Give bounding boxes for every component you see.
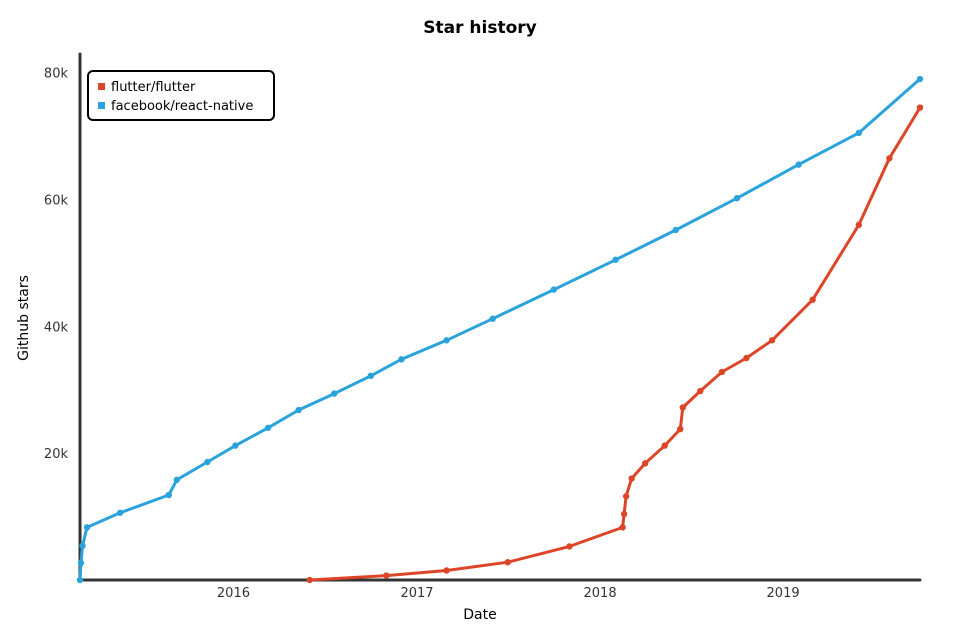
y-axis-label: Github stars (16, 275, 32, 361)
data-point (679, 404, 686, 411)
data-point (661, 442, 668, 449)
data-point (77, 559, 85, 567)
data-point (916, 75, 924, 83)
data-point (79, 542, 86, 549)
data-point (622, 493, 630, 500)
data-point (718, 368, 726, 376)
data-point (116, 509, 124, 516)
data-point (383, 572, 390, 579)
chart-title: Star history (423, 18, 536, 38)
data-point (367, 372, 375, 380)
legend-swatch (98, 83, 105, 90)
data-point (733, 195, 741, 202)
data-point (264, 424, 272, 432)
legend-swatch (98, 102, 105, 109)
data-point (76, 576, 84, 584)
x-tick-label: 2017 (400, 586, 433, 601)
data-point (855, 221, 863, 229)
data-point (173, 476, 180, 484)
axes (77, 52, 922, 583)
series-line (78, 77, 922, 582)
data-point (672, 226, 679, 234)
series-lines (76, 75, 924, 584)
data-point (795, 161, 802, 168)
x-tick-label: 2016 (217, 586, 250, 601)
x-axis-label: Date (463, 607, 496, 623)
series-flutter (306, 104, 924, 584)
data-point (331, 390, 338, 397)
data-point (619, 524, 626, 531)
data-point (83, 524, 91, 531)
data-point (398, 356, 405, 363)
series-line (308, 106, 922, 582)
data-point (204, 458, 211, 466)
y-tick-label: 40k (44, 320, 69, 335)
data-point (232, 442, 239, 449)
data-point (677, 425, 684, 433)
data-point (855, 129, 863, 137)
data-point (550, 286, 558, 293)
legend-box (87, 70, 275, 121)
data-point (165, 491, 172, 499)
y-tick-label: 80k (44, 67, 69, 82)
data-point (306, 576, 313, 584)
data-point (768, 337, 776, 344)
data-point (641, 460, 649, 467)
data-point (809, 296, 816, 303)
data-point (295, 406, 302, 414)
data-point (612, 256, 619, 263)
data-point (443, 567, 450, 574)
data-point (743, 354, 750, 362)
x-tick-label: 2018 (584, 586, 617, 601)
data-point (489, 315, 496, 322)
legend-entry: facebook/react-native (111, 99, 253, 114)
y-tick-label: 20k (44, 447, 69, 462)
data-point (504, 559, 511, 566)
series-react-native (76, 75, 924, 584)
data-point (886, 155, 893, 162)
legend: flutter/flutter facebook/react-native (87, 70, 275, 121)
legend-entry: flutter/flutter (111, 80, 196, 95)
y-tick-label: 60k (44, 194, 69, 209)
data-point (916, 104, 924, 111)
x-tick-label: 2019 (767, 586, 800, 601)
data-point (628, 475, 635, 482)
data-point (566, 543, 573, 550)
data-point (443, 337, 450, 344)
data-point (697, 387, 704, 395)
tick-labels: 2016 2017 2018 2019 20k 40k 60k 80k (44, 67, 800, 601)
data-point (620, 510, 628, 518)
